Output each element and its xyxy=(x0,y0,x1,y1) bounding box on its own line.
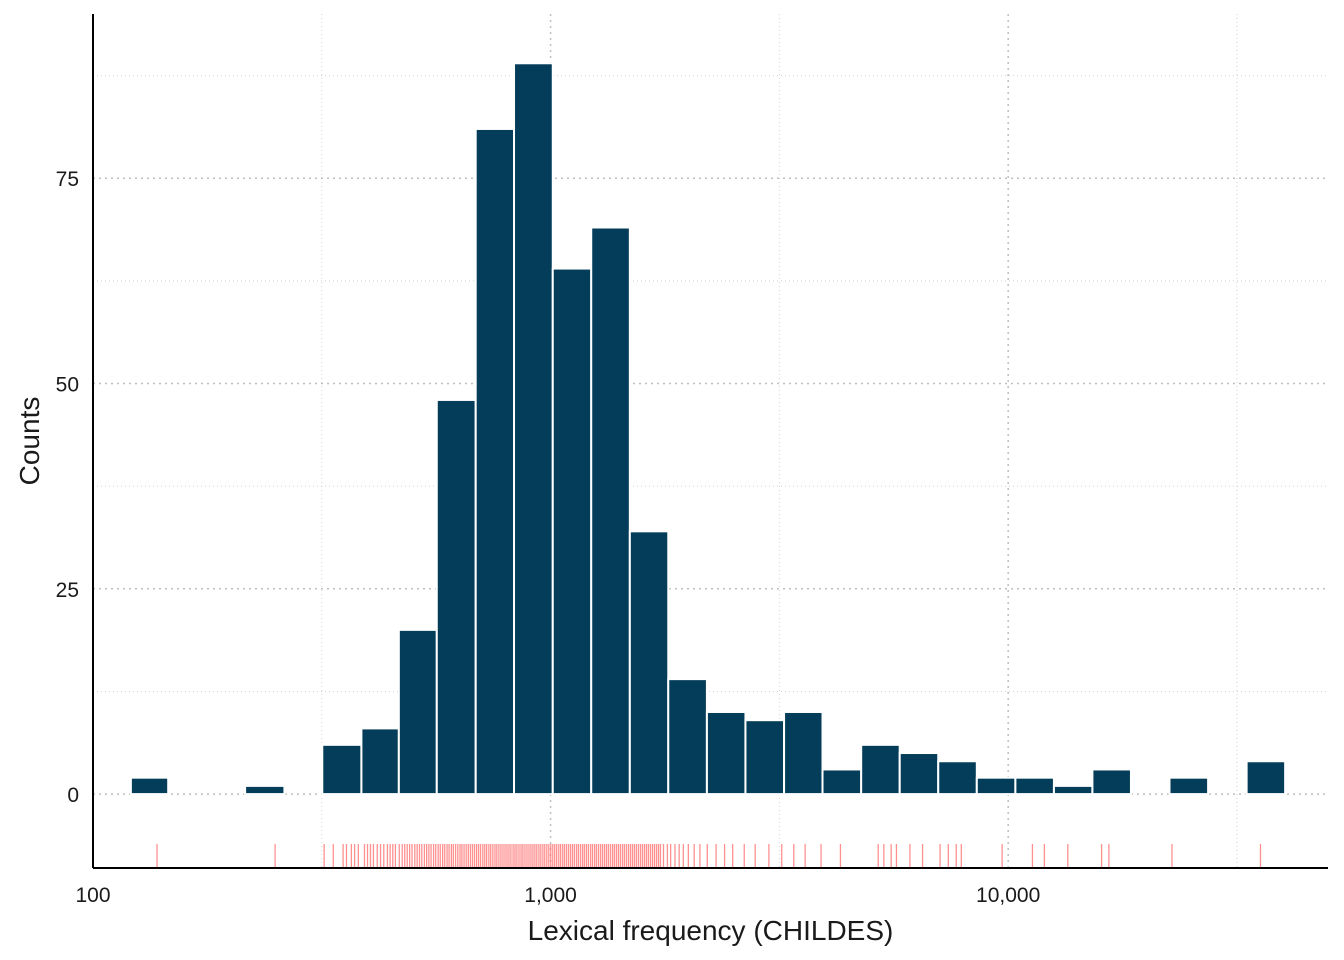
histogram-bar xyxy=(129,776,170,796)
histogram-bar xyxy=(397,628,438,796)
histogram-bar xyxy=(244,784,286,796)
histogram-bar xyxy=(898,752,940,796)
axes xyxy=(92,14,1328,869)
histogram-bar xyxy=(1014,776,1055,796)
histogram-bar xyxy=(321,743,363,796)
histogram-bar xyxy=(821,768,863,796)
histogram-bar xyxy=(705,710,747,796)
histogram-bar xyxy=(435,398,477,796)
histogram-bar xyxy=(1052,784,1094,796)
histogram-bar xyxy=(744,719,786,796)
histogram-bar xyxy=(474,127,516,796)
histogram-bar xyxy=(360,727,400,796)
histogram-bar xyxy=(1168,776,1210,796)
histogram-bar xyxy=(513,62,554,796)
histogram-bar xyxy=(783,710,824,796)
x-tick-label: 100 xyxy=(75,884,110,907)
x-tick-label: 10,000 xyxy=(976,884,1040,907)
histogram-bar xyxy=(975,776,1017,796)
y-tick-label: 50 xyxy=(56,374,79,397)
bars xyxy=(129,62,1287,796)
histogram-bar xyxy=(551,267,593,796)
histogram-bar xyxy=(937,760,978,796)
histogram-bar xyxy=(1245,760,1287,796)
histogram-bar xyxy=(590,226,631,796)
y-tick-label: 0 xyxy=(67,784,79,807)
y-tick-label: 75 xyxy=(56,168,79,191)
x-axis-title: Lexical frequency (CHILDES) xyxy=(528,915,894,946)
histogram-bar xyxy=(628,530,670,796)
y-tick-label: 25 xyxy=(56,579,79,602)
rug xyxy=(156,844,1262,868)
x-tick-label: 1,000 xyxy=(524,884,577,907)
tick-labels: 100 1,000 10,000 0 25 50 75 xyxy=(56,168,1041,907)
histogram-bar xyxy=(1091,768,1132,796)
y-axis-title: Counts xyxy=(14,397,45,486)
histogram-bar xyxy=(860,743,901,796)
histogram-bar xyxy=(667,678,708,796)
